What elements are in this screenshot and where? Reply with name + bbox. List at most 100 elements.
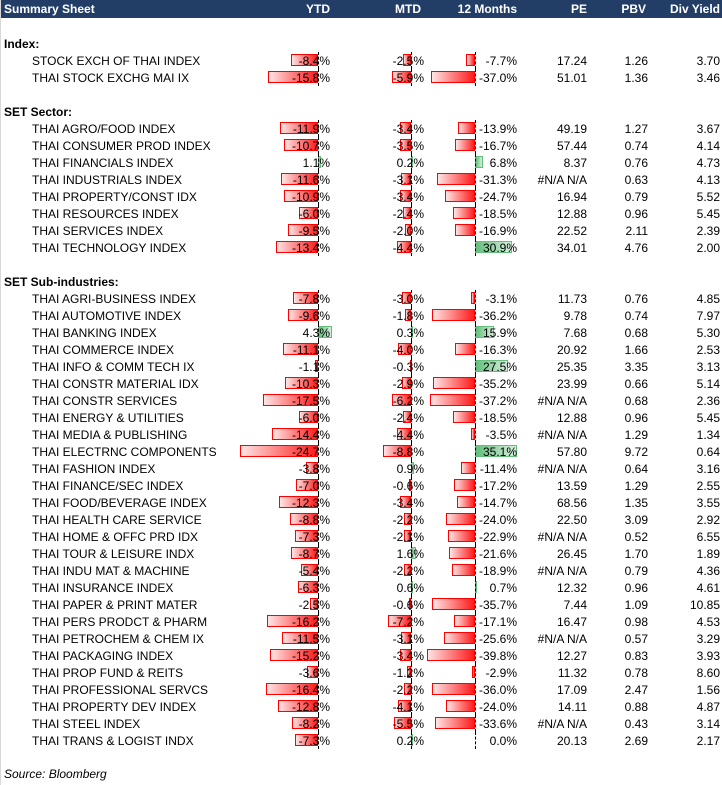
table-row: THAI PROP FUND & REITS -3.6% -1.2% -2.9% 11.… [1,664,722,681]
ytd-axis-line [318,698,319,715]
pbv-value: 0.96 [624,411,648,425]
mtd-data-bar [407,666,411,678]
m12-data-bar [471,292,475,304]
pe-value: 7.44 [563,598,587,612]
mtd-value: 0.2% [396,156,424,170]
m12-data-bar [454,479,475,491]
pbv-value: 0.78 [624,666,648,680]
m12-data-bar [454,224,475,236]
mtd-axis-line [411,120,412,137]
mtd-value: -2.4% [392,411,424,425]
ytd-axis-line [318,222,319,239]
ytd-data-bar [294,734,318,746]
index-name: THAI FOOD/BEVERAGE INDEX [32,496,207,510]
m12-value: -7.7% [485,54,517,68]
m12-axis-line [475,239,476,256]
m12-axis-line [475,375,476,392]
m12-value: -37.0% [478,71,517,85]
ytd-data-bar [266,615,318,627]
table-row: THAI AGRO/FOOD INDEX -11.9% -3.4% -13.9% 49.… [1,120,722,137]
m12-data-bar [446,700,475,712]
pbv-value: 0.98 [624,615,648,629]
ytd-value: -12.3% [291,496,330,510]
mtd-axis-line [411,137,412,154]
ytd-value: -10.7% [291,139,330,153]
ytd-value: -9.5% [298,224,330,238]
mtd-value: -3.4% [392,122,424,136]
index-name: THAI PROPERTY DEV INDEX [32,700,197,714]
m12-data-bar [430,394,475,406]
dy-value: 3.67 [696,122,720,136]
mtd-axis-line [411,545,412,562]
ytd-value: -8.7% [298,547,330,561]
ytd-data-bar [279,496,318,508]
pe-value: #N/A N/A [537,173,587,187]
dy-value: 4.85 [696,292,720,306]
mtd-value: -5.9% [392,71,424,85]
dy-value: 10.85 [689,598,720,612]
mtd-axis-line [411,443,412,460]
mtd-value: -2.1% [392,530,424,544]
ytd-value: -8.2% [298,717,330,731]
table-row: THAI PAPER & PRINT MATER -2.5% -0.6% -35.7%… [1,596,722,613]
pe-value: 12.88 [556,411,587,425]
pe-value: 14.11 [557,700,587,714]
pbv-value: 1.35 [624,496,648,510]
mtd-value: -1.2% [392,666,424,680]
m12-value: -3.1% [485,292,517,306]
mtd-value: -8.8% [392,445,424,459]
pe-value: 12.27 [556,649,587,663]
mtd-data-bar [388,615,411,627]
dy-value: 3.55 [696,496,720,510]
mtd-value: -0.6% [392,598,424,612]
table-row: THAI TECHNOLOGY INDEX -13.4% -4.4% 30.9% 34.… [1,239,722,256]
m12-axis-line [475,528,476,545]
dy-value: 5.52 [696,190,720,204]
pbv-value: 2.47 [624,683,648,697]
dy-value: 5.45 [696,411,720,425]
mtd-data-bar [401,377,411,389]
table-row: THAI FINANCE/SEC INDEX -7.0% -0.6% -17.2% 13… [1,477,722,494]
m12-value: -17.1% [478,615,517,629]
dy-value: 4.61 [696,581,720,595]
index-name: THAI HOME & OFFC PRD IDX [32,530,199,544]
ytd-axis-line [318,579,319,596]
ytd-value: -3.8% [298,462,330,476]
mtd-value: -4.1% [392,700,424,714]
dy-value: 4.36 [696,564,720,578]
table-row: THAI INDU MAT & MACHINE -5.4% -2.2% -18.9% #… [1,562,722,579]
pe-value: 26.45 [556,547,587,561]
pe-value: 12.88 [556,207,587,221]
m12-axis-line [475,120,476,137]
ytd-data-bar [293,292,318,304]
m12-data-bar [432,377,475,389]
pe-value: #N/A N/A [537,394,587,408]
m12-axis-line [475,307,476,324]
pe-value: 13.59 [556,479,587,493]
header-12-months: 12 Months [457,2,517,16]
table-row: THAI COMMERCE INDEX -11.1% -4.0% -16.3% 20.9… [1,341,722,358]
ytd-value: -15.8% [291,71,330,85]
m12-data-bar [454,615,475,627]
pe-value: #N/A N/A [537,462,587,476]
table-row: THAI PROPERTY/CONST IDX -10.9% -3.4% -24.7%… [1,188,722,205]
mtd-data-bar [391,394,411,406]
m12-data-bar [457,496,475,508]
m12-data-bar [461,462,475,474]
m12-value: -22.9% [478,530,517,544]
pbv-value: 4.76 [624,241,648,255]
m12-value: -35.2% [478,377,517,391]
dy-value: 1.56 [696,683,720,697]
ytd-axis-line [318,358,319,375]
pe-value: 68.56 [556,496,587,510]
m12-axis-line [475,222,476,239]
mtd-value: -3.5% [392,139,424,153]
pbv-value: 0.66 [624,377,648,391]
mtd-value: -3.4% [392,496,424,510]
ytd-axis-line [318,409,319,426]
pe-value: 11.73 [557,292,587,306]
ytd-value: -11.5% [292,632,330,646]
pbv-value: 0.79 [624,190,648,204]
mtd-data-bar [404,513,411,525]
dy-value: 4.53 [696,615,720,629]
